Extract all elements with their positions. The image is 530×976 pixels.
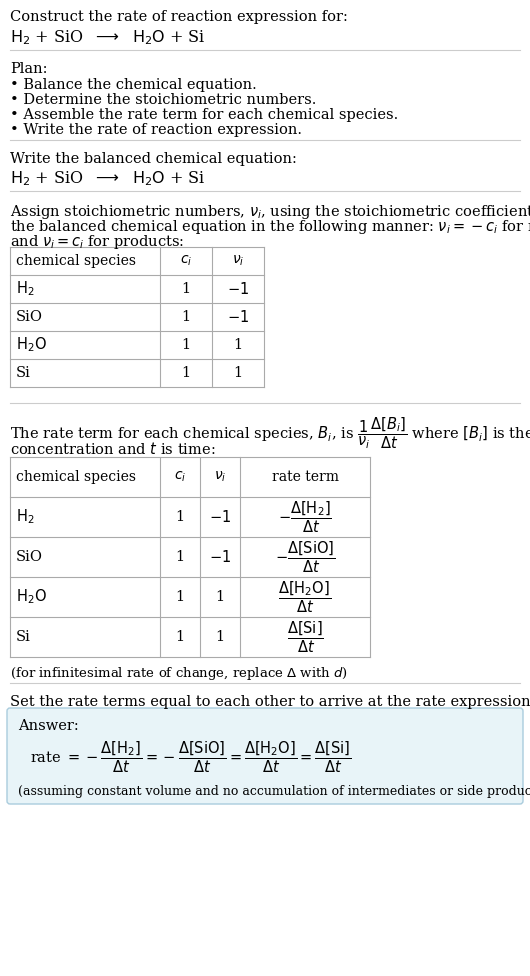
Text: • Determine the stoichiometric numbers.: • Determine the stoichiometric numbers.	[10, 93, 316, 107]
Text: $-1$: $-1$	[209, 509, 231, 525]
Text: 1: 1	[215, 630, 225, 644]
Text: $\dfrac{\Delta[\mathrm{H_2O}]}{\Delta t}$: $\dfrac{\Delta[\mathrm{H_2O}]}{\Delta t}…	[278, 579, 332, 615]
Text: chemical species: chemical species	[16, 470, 136, 484]
Text: • Balance the chemical equation.: • Balance the chemical equation.	[10, 78, 257, 92]
Text: 1: 1	[181, 282, 191, 296]
Text: 1: 1	[181, 338, 191, 352]
Text: and $\nu_i = c_i$ for products:: and $\nu_i = c_i$ for products:	[10, 233, 184, 251]
Text: Write the balanced chemical equation:: Write the balanced chemical equation:	[10, 152, 297, 166]
Text: • Assemble the rate term for each chemical species.: • Assemble the rate term for each chemic…	[10, 108, 398, 122]
Text: 1: 1	[181, 366, 191, 380]
Text: rate term: rate term	[271, 470, 339, 484]
Text: $\mathrm{H_2O}$: $\mathrm{H_2O}$	[16, 588, 47, 606]
Text: $\mathrm{H_2}$: $\mathrm{H_2}$	[16, 508, 34, 526]
Text: 1: 1	[175, 630, 184, 644]
Text: $-1$: $-1$	[227, 281, 249, 297]
Text: $-1$: $-1$	[227, 309, 249, 325]
Text: $-\dfrac{\Delta[\mathrm{SiO}]}{\Delta t}$: $-\dfrac{\Delta[\mathrm{SiO}]}{\Delta t}…	[275, 539, 335, 575]
Text: $c_i$: $c_i$	[180, 254, 192, 268]
Text: (for infinitesimal rate of change, replace $\Delta$ with $d$): (for infinitesimal rate of change, repla…	[10, 665, 348, 682]
Text: $\mathrm{H_2O}$: $\mathrm{H_2O}$	[16, 336, 47, 354]
Text: 1: 1	[175, 590, 184, 604]
Text: $\nu_i$: $\nu_i$	[232, 254, 244, 268]
Text: Assign stoichiometric numbers, $\nu_i$, using the stoichiometric coefficients, $: Assign stoichiometric numbers, $\nu_i$, …	[10, 203, 530, 221]
Text: chemical species: chemical species	[16, 254, 136, 268]
Text: Plan:: Plan:	[10, 62, 48, 76]
Text: SiO: SiO	[16, 550, 43, 564]
Text: 1: 1	[175, 510, 184, 524]
Text: $\mathrm{H_2}$ + SiO  $\longrightarrow$  $\mathrm{H_2O}$ + Si: $\mathrm{H_2}$ + SiO $\longrightarrow$ $…	[10, 28, 206, 47]
Text: $\dfrac{\Delta[\mathrm{Si}]}{\Delta t}$: $\dfrac{\Delta[\mathrm{Si}]}{\Delta t}$	[287, 619, 323, 655]
Text: 1: 1	[233, 338, 243, 352]
Text: SiO: SiO	[16, 310, 43, 324]
Text: • Write the rate of reaction expression.: • Write the rate of reaction expression.	[10, 123, 302, 137]
Text: concentration and $t$ is time:: concentration and $t$ is time:	[10, 441, 216, 457]
Text: $\mathrm{H_2}$: $\mathrm{H_2}$	[16, 280, 34, 299]
Text: 1: 1	[175, 550, 184, 564]
Text: Si: Si	[16, 630, 31, 644]
Text: The rate term for each chemical species, $B_i$, is $\dfrac{1}{\nu_i}\dfrac{\Delt: The rate term for each chemical species,…	[10, 415, 530, 451]
Text: $-\dfrac{\Delta[\mathrm{H_2}]}{\Delta t}$: $-\dfrac{\Delta[\mathrm{H_2}]}{\Delta t}…	[278, 499, 332, 535]
Text: Construct the rate of reaction expression for:: Construct the rate of reaction expressio…	[10, 10, 348, 24]
Text: Answer:: Answer:	[18, 719, 79, 733]
Text: rate $= -\dfrac{\Delta[\mathrm{H_2}]}{\Delta t} = -\dfrac{\Delta[\mathrm{SiO}]}{: rate $= -\dfrac{\Delta[\mathrm{H_2}]}{\D…	[30, 739, 352, 775]
Text: $\nu_i$: $\nu_i$	[214, 469, 226, 484]
Text: (assuming constant volume and no accumulation of intermediates or side products): (assuming constant volume and no accumul…	[18, 785, 530, 798]
Text: the balanced chemical equation in the following manner: $\nu_i = -c_i$ for react: the balanced chemical equation in the fo…	[10, 218, 530, 236]
Text: Set the rate terms equal to each other to arrive at the rate expression:: Set the rate terms equal to each other t…	[10, 695, 530, 709]
Text: 1: 1	[181, 310, 191, 324]
Text: 1: 1	[233, 366, 243, 380]
Text: Si: Si	[16, 366, 31, 380]
Text: $c_i$: $c_i$	[174, 469, 186, 484]
Text: 1: 1	[215, 590, 225, 604]
Text: $-1$: $-1$	[209, 549, 231, 565]
FancyBboxPatch shape	[7, 708, 523, 804]
Text: $\mathrm{H_2}$ + SiO  $\longrightarrow$  $\mathrm{H_2O}$ + Si: $\mathrm{H_2}$ + SiO $\longrightarrow$ $…	[10, 169, 206, 187]
